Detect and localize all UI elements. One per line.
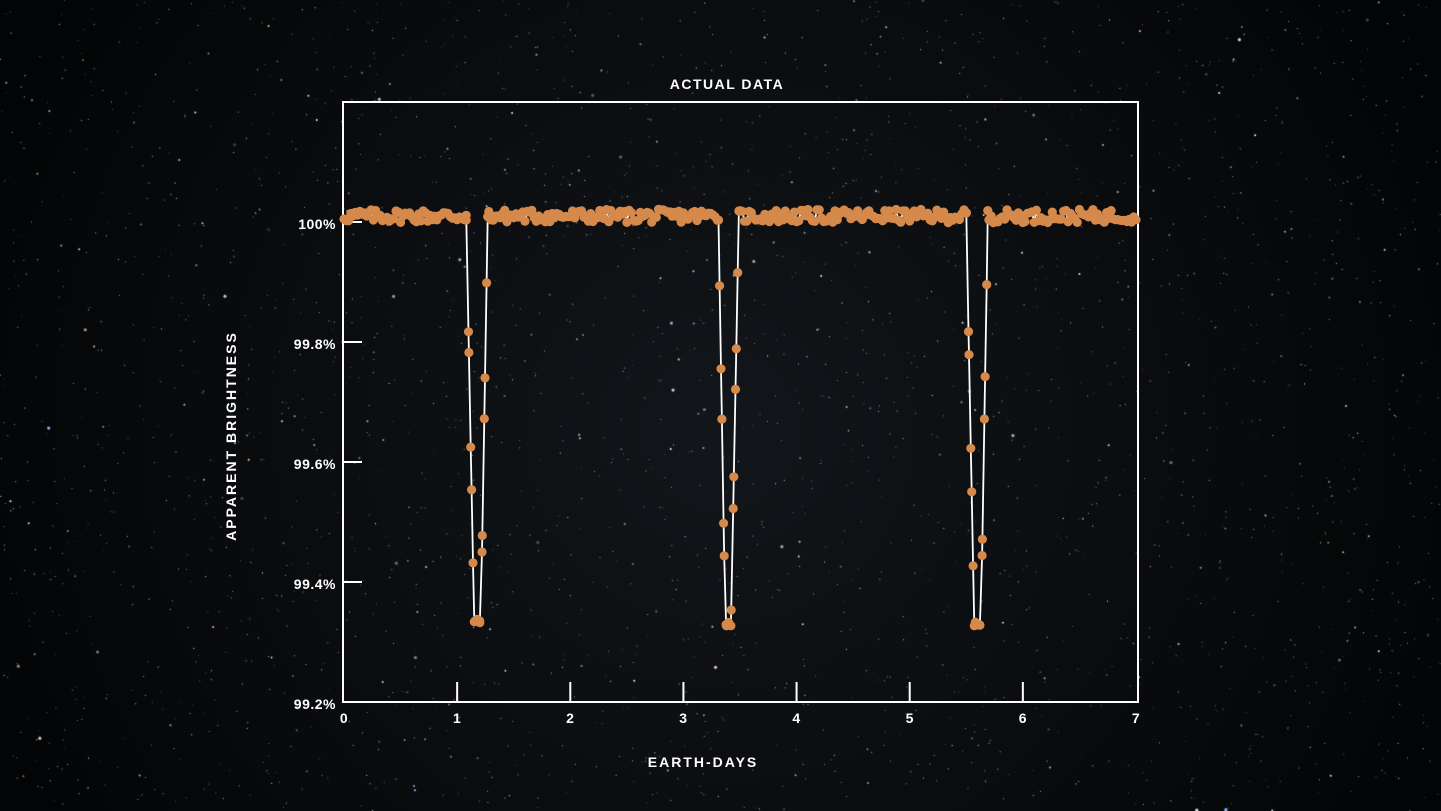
data-point	[466, 442, 476, 452]
data-point	[1106, 206, 1116, 216]
x-tick-label: 7	[1132, 710, 1140, 726]
data-point	[1031, 205, 1041, 215]
data-point	[737, 206, 747, 216]
data-point	[810, 216, 820, 226]
data-point	[794, 216, 804, 226]
data-point	[477, 547, 487, 557]
x-tick-label: 6	[1019, 710, 1027, 726]
data-point	[1131, 215, 1141, 225]
y-tick-label: 99.2%	[294, 696, 336, 712]
data-point	[464, 347, 474, 358]
y-axis: 100% 99.8% 99.6% 99.4% 99.2%	[294, 216, 362, 712]
data-point	[961, 208, 971, 218]
data-point	[468, 558, 478, 568]
data-point	[1020, 216, 1030, 227]
data-point	[389, 214, 399, 224]
data-point	[463, 327, 474, 337]
data-point	[717, 414, 727, 424]
data-point	[975, 620, 985, 630]
data-point	[891, 204, 901, 215]
data-point	[1072, 217, 1082, 227]
x-tick-label: 1	[453, 710, 461, 726]
chart-title: ACTUAL DATA	[670, 76, 785, 92]
plot-frame	[342, 101, 1139, 703]
data-point	[716, 364, 726, 374]
data-point	[964, 350, 974, 360]
data-point	[595, 205, 605, 216]
data-point	[626, 208, 637, 218]
data-point	[963, 327, 974, 337]
data-point	[477, 530, 487, 541]
data-point	[733, 268, 743, 278]
data-point	[416, 216, 426, 226]
x-tick-label: 3	[679, 710, 687, 726]
data-point	[713, 215, 724, 225]
data-point	[896, 217, 906, 227]
data-point	[967, 487, 977, 497]
data-point	[979, 414, 990, 424]
data-point	[480, 373, 490, 383]
data-point	[814, 205, 824, 215]
data-point	[980, 372, 990, 382]
data-point	[651, 212, 661, 222]
x-axis: 0 1 2 3 4 5 6 7	[340, 682, 1140, 726]
data-point	[461, 210, 471, 220]
data-point	[475, 618, 485, 628]
data-point	[729, 472, 739, 482]
x-axis-title: EARTH-DAYS	[648, 754, 759, 770]
data-point	[467, 485, 477, 495]
data-point	[728, 503, 738, 514]
data-point	[726, 605, 736, 615]
y-tick-label: 100%	[298, 216, 336, 232]
data-point	[966, 443, 976, 453]
data-point	[977, 550, 987, 561]
data-point	[905, 216, 915, 226]
x-tick-label: 2	[566, 710, 574, 726]
data-points	[339, 204, 1141, 631]
y-tick-label: 99.6%	[294, 456, 336, 472]
data-point	[982, 280, 992, 290]
x-tick-label: 5	[906, 710, 914, 726]
x-tick-label: 4	[792, 710, 800, 726]
y-axis-title: APPARENT BRIGHTNESS	[223, 331, 239, 541]
data-point	[968, 561, 978, 571]
data-point	[977, 534, 988, 544]
data-point	[719, 551, 729, 561]
data-point	[520, 216, 530, 226]
data-point	[719, 518, 729, 528]
y-tick-label: 99.4%	[294, 576, 336, 592]
data-point	[730, 384, 741, 394]
data-point	[731, 344, 741, 354]
data-point	[527, 205, 537, 215]
y-tick-label: 99.8%	[294, 336, 336, 352]
data-point	[726, 621, 736, 631]
x-tick-label: 0	[340, 710, 348, 726]
data-point	[715, 281, 725, 291]
data-point	[484, 206, 494, 217]
data-point	[479, 414, 489, 424]
data-point	[482, 278, 492, 288]
data-point	[803, 204, 813, 215]
